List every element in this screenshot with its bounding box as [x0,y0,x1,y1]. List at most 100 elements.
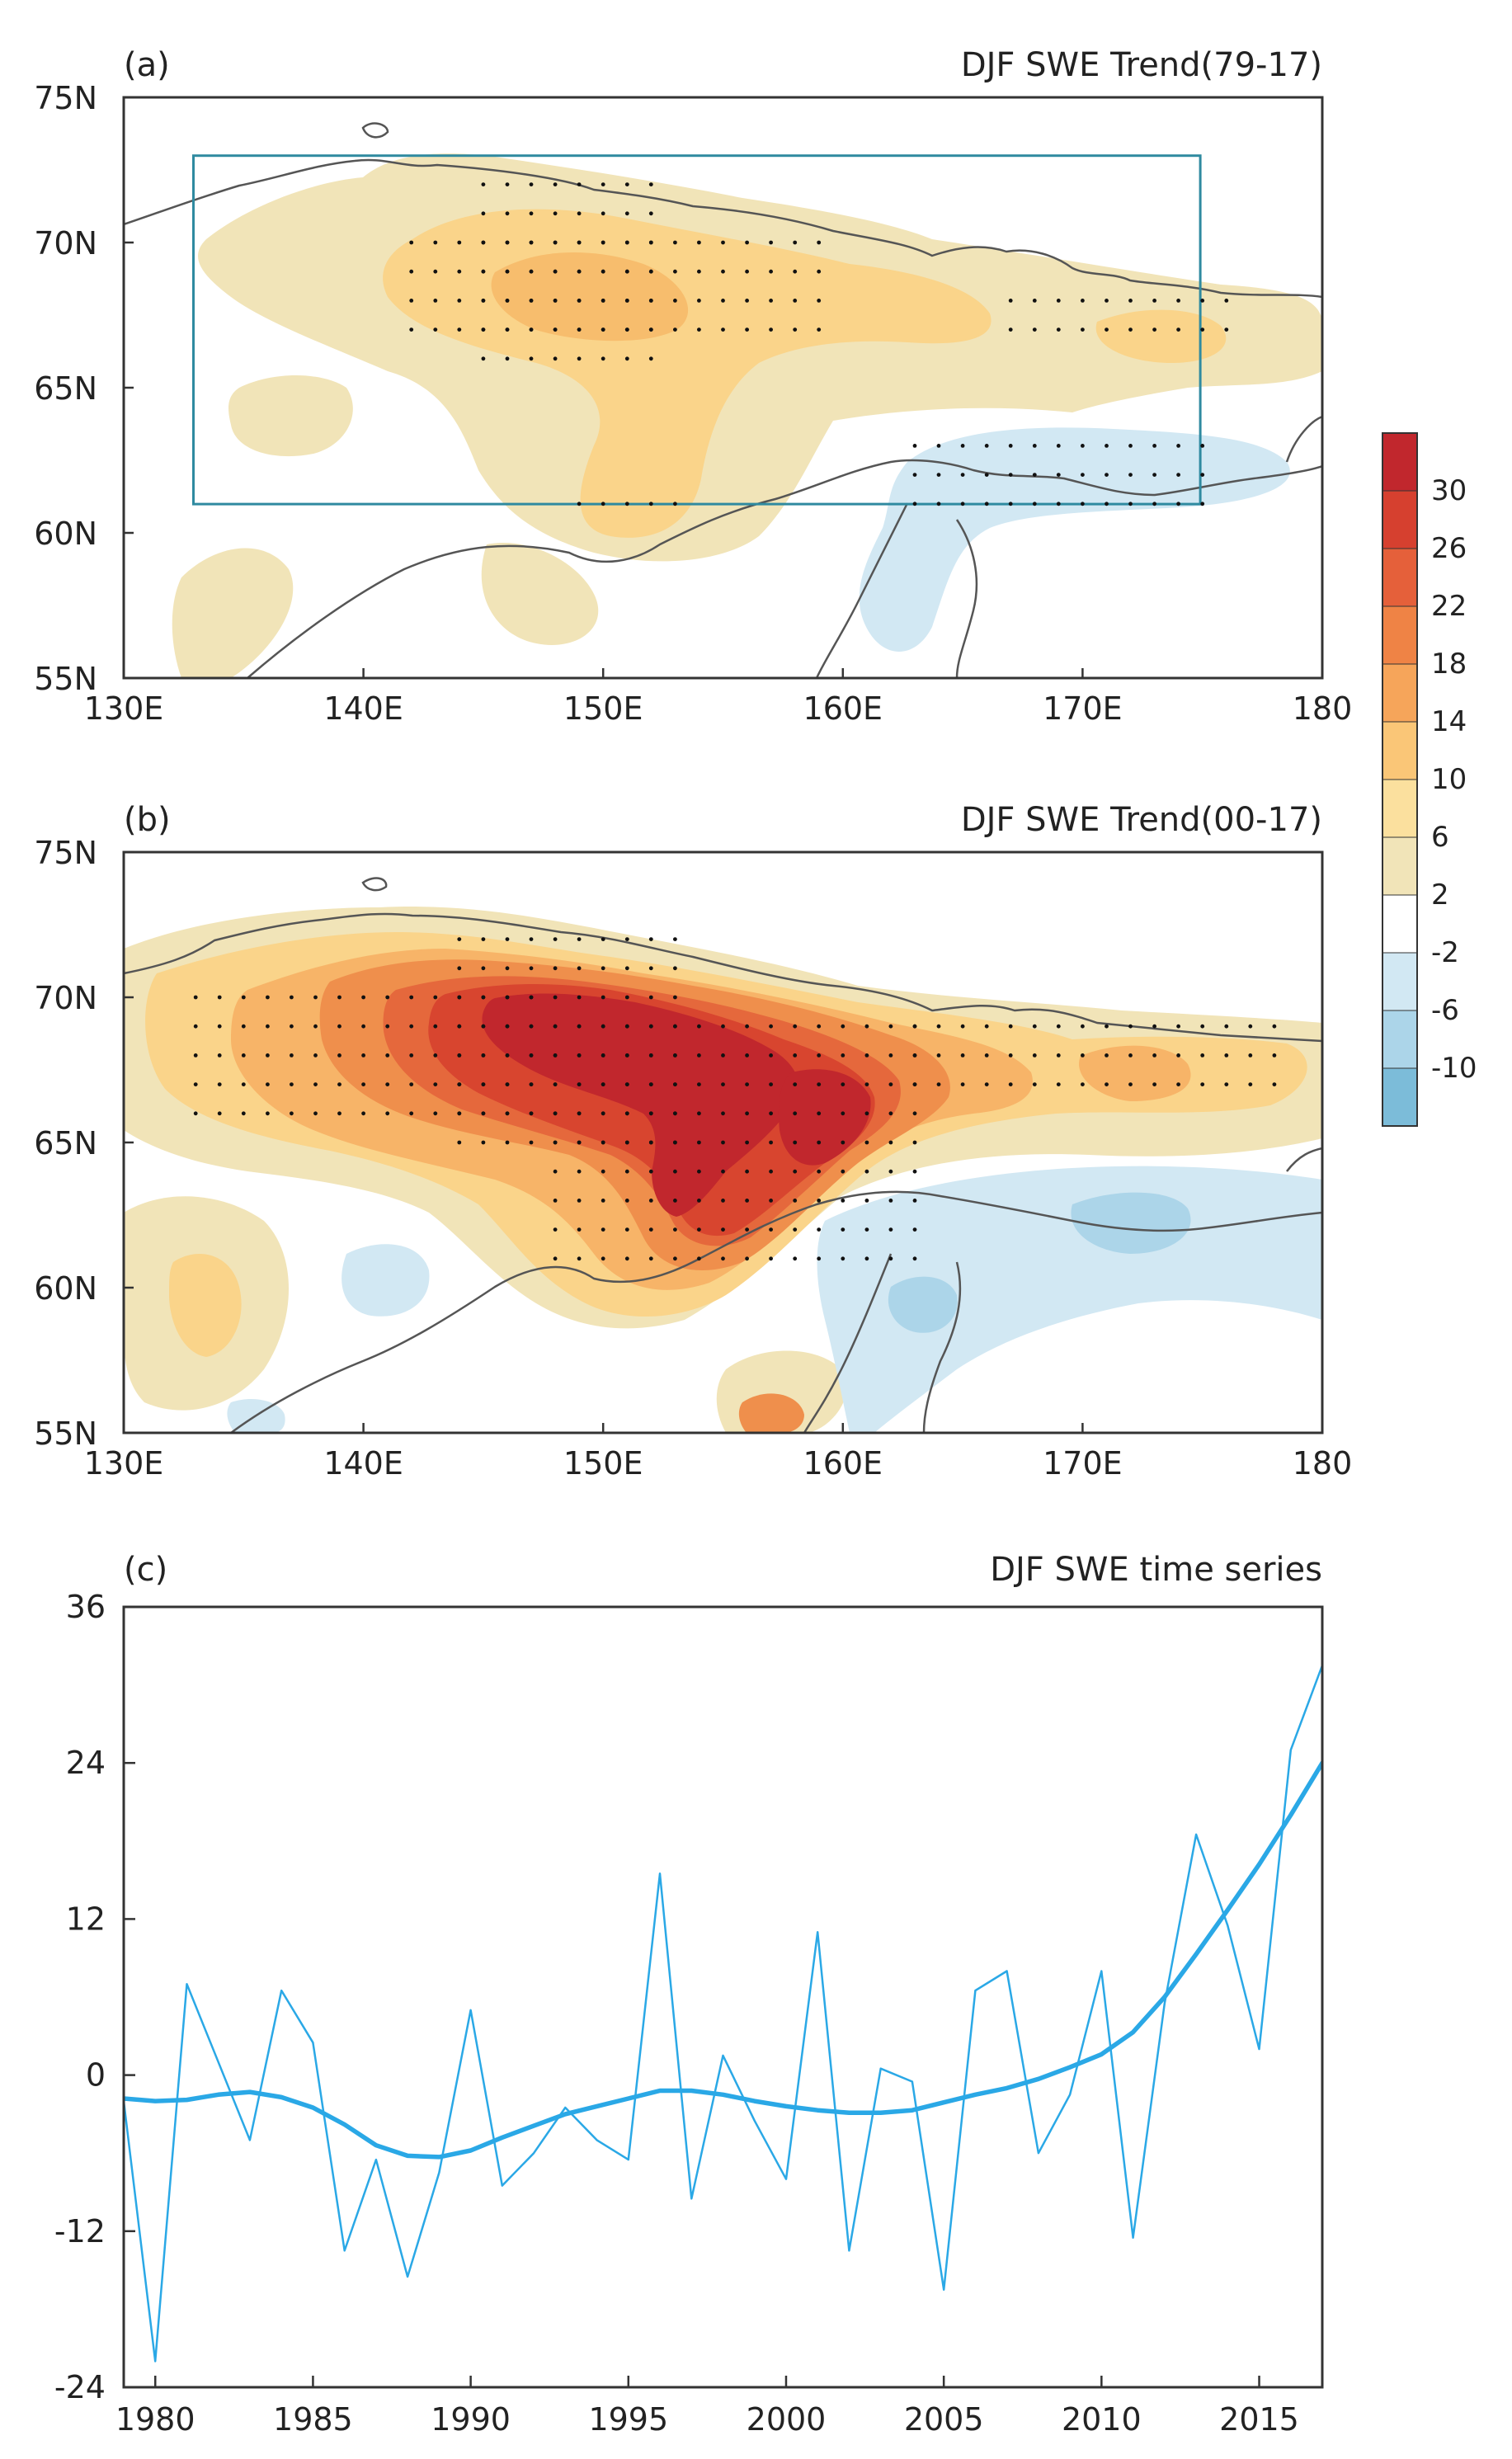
significance-dot [577,356,582,361]
significance-dot [624,1024,629,1029]
significance-dot [529,269,534,274]
significance-dot [266,1024,270,1029]
lat-label-60n: 60N [34,516,97,552]
significance-dot [241,1111,246,1116]
significance-dot [481,966,486,971]
significance-dot [624,211,629,216]
significance-dot [864,1169,869,1174]
panel-b: (b) DJF SWE Trend(00-17) 75N 70N 65N 60N… [34,801,1352,1482]
panel-b-coast-kamchatka-w [803,1253,893,1433]
y-tick-label: 36 [66,1589,106,1625]
panel-c-x-tick-labels: 1980 1985 1990 1995 2000 2005 2010 2015 [115,2401,1299,2438]
panel-b-shade-neg-e [888,1276,958,1333]
panel-a-shade-2-6-b [228,375,353,457]
significance-dot [313,1024,318,1029]
significance-dot [529,1024,534,1029]
significance-dot [936,1082,941,1086]
significance-dot [1152,473,1156,477]
significance-dot [529,1140,534,1145]
lat-label-65n: 65N [34,370,97,407]
significance-dot [817,1024,822,1029]
significance-dot [266,1053,270,1058]
lon-label-180: 180 [1293,1445,1353,1482]
significance-dot [577,1053,582,1058]
significance-dot [648,1256,653,1261]
panel-a-shade-10-14 [491,252,689,342]
significance-dot [841,1227,845,1232]
significance-dot [624,1111,629,1116]
panel-b-shade-26-30 [482,993,799,1217]
significance-dot [1105,327,1109,332]
significance-dot [888,1082,893,1086]
significance-dot [1200,1024,1205,1029]
significance-dot [624,1082,629,1086]
significance-dot [648,299,653,303]
significance-dot [984,1024,989,1029]
significance-dot [217,995,222,1000]
panel-a-field [172,153,1322,678]
significance-dot [553,356,558,361]
significance-dot [529,1082,534,1086]
significance-dot [1008,327,1013,332]
significance-dot [601,937,605,941]
x-tick-label: 2010 [1062,2401,1142,2438]
significance-dot [769,1053,773,1058]
significance-dot [864,1256,869,1261]
significance-dot [361,1024,365,1029]
significance-dot [721,1024,725,1029]
significance-dot [841,1053,845,1058]
significance-dot [769,1227,773,1232]
significance-dot [529,327,534,332]
significance-dot [624,269,629,274]
significance-dot [648,240,653,245]
significance-dot [266,1111,270,1116]
significance-dot [648,1111,653,1116]
lat-label-70n: 70N [34,980,97,1016]
significance-dot [769,1140,773,1145]
significance-dot [266,995,270,1000]
panel-a-shade-6-10-b [1095,309,1227,363]
significance-dot [648,269,653,274]
significance-dot [1176,1053,1180,1058]
significance-dot [648,356,653,361]
significance-dot [745,1053,749,1058]
significance-dot [505,356,510,361]
significance-dot [601,211,605,216]
significance-dot [505,966,510,971]
significance-dot [912,1227,917,1232]
significance-dot [601,1140,605,1145]
colorbar-labels: 30 26 22 18 14 10 6 2 -2 -6 -10 [1431,474,1477,1085]
significance-dot [1176,444,1180,448]
significance-dot [601,1111,605,1116]
significance-dot [241,1024,246,1029]
panel-b-shade-6-10-b [169,1254,242,1357]
significance-dot [505,269,510,274]
significance-dot [721,299,725,303]
significance-dot [864,1199,869,1203]
significance-dot [601,995,605,1000]
significance-dot [433,1053,438,1058]
significance-dot [241,1053,246,1058]
significance-dot [313,1111,318,1116]
significance-dot [721,1082,725,1086]
significance-dot [793,1199,798,1203]
significance-dot [960,473,965,477]
significance-dot [888,1111,893,1116]
significance-dot [409,269,414,274]
significance-dot [1152,502,1156,506]
y-tick-label: -12 [54,2213,106,2249]
series-line-smoothed [124,1760,1322,2160]
significance-dot [841,1169,845,1174]
significance-dot [505,995,510,1000]
significance-dot [577,995,582,1000]
significance-dot [505,1111,510,1116]
significance-dot [577,1256,582,1261]
significance-dot [553,1082,558,1086]
significance-dot [817,1140,822,1145]
panel-b-coast-alaska [1286,1147,1322,1172]
significance-dot [553,1024,558,1029]
significance-dot [481,1053,486,1058]
colorbar-box [1382,490,1418,549]
significance-dot [721,1199,725,1203]
significance-dot [1081,1053,1085,1058]
